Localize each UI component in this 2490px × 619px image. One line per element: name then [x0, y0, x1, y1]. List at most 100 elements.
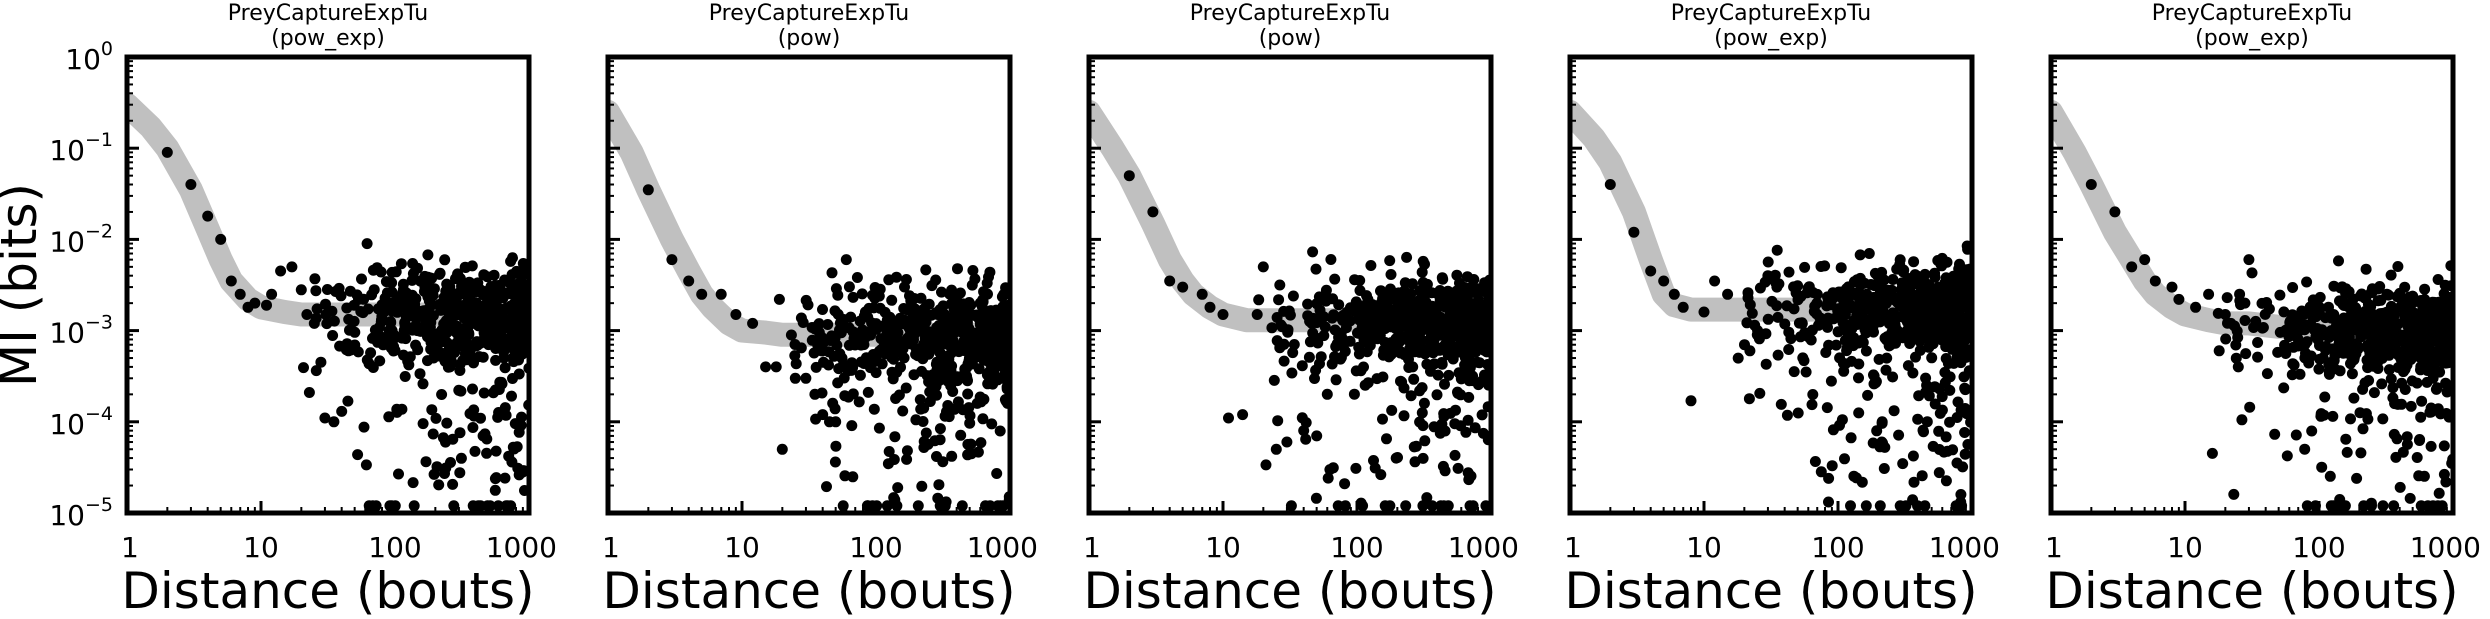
data-point [1338, 309, 1349, 321]
data-point [1815, 466, 1827, 478]
data-point [923, 298, 935, 310]
data-point [1311, 430, 1323, 442]
data-point [1955, 302, 1967, 314]
axes-frame [1086, 54, 1494, 516]
x-tick-label: 1 [1564, 531, 1582, 564]
data-point [1935, 311, 1947, 323]
y-tick-label: 10−2 [49, 220, 113, 258]
data-point [1951, 457, 1963, 469]
data-point [2278, 382, 2290, 394]
data-point [997, 500, 1009, 512]
data-point [1314, 304, 1326, 316]
data-point [447, 478, 459, 490]
data-point [2310, 311, 2322, 323]
data-point [886, 294, 898, 306]
data-point [965, 438, 977, 450]
data-point [1452, 285, 1464, 297]
data-point [980, 353, 992, 365]
data-point [500, 409, 512, 421]
data-point [336, 405, 348, 417]
data-point [481, 304, 493, 316]
data-point [408, 500, 420, 512]
data-point [1837, 357, 1849, 369]
data-point [2354, 407, 2366, 419]
data-point [1826, 460, 1838, 472]
y-tick-exponent: −5 [85, 494, 113, 516]
data-point [454, 467, 466, 479]
x-tick-label: 1 [1083, 531, 1101, 564]
x-tick-label: 1 [121, 531, 139, 564]
data-point [932, 492, 944, 504]
y-tick-label: 10−3 [49, 312, 113, 350]
data-point [315, 356, 327, 368]
data-point [407, 308, 419, 320]
data-point [1300, 433, 1312, 445]
panel-title: PreyCaptureExpTu [1190, 1, 1390, 26]
data-point [817, 304, 828, 315]
data-point [374, 355, 386, 367]
data-point [1426, 500, 1438, 512]
data-point [2333, 255, 2344, 267]
data-point [1841, 302, 1853, 314]
y-tick-label: 10−1 [49, 129, 113, 167]
data-point [424, 323, 436, 335]
data-point [1325, 254, 1337, 265]
data-point [2340, 287, 2352, 299]
data-point [1887, 371, 1899, 383]
data-point [490, 354, 502, 366]
data-point [1469, 422, 1481, 434]
data-point [2404, 492, 2416, 504]
data-point [1278, 355, 1290, 367]
data-point [914, 394, 926, 406]
x-axis-label: Distance (bouts) [1083, 562, 1496, 619]
data-point [2392, 345, 2404, 357]
data-point [2433, 487, 2445, 499]
data-point [980, 336, 992, 348]
y-tick-base: 10 [49, 499, 85, 532]
data-point [1788, 281, 1800, 293]
data-point [1315, 351, 1327, 363]
data-point [1286, 367, 1298, 379]
data-point [2387, 318, 2399, 330]
data-point [1385, 269, 1397, 280]
data-point [2373, 335, 2385, 347]
data-point [489, 384, 501, 396]
data-point [696, 288, 708, 300]
data-point [383, 334, 395, 346]
data-point [2287, 282, 2299, 293]
data-point [1837, 317, 1849, 329]
data-point [422, 249, 434, 261]
data-point [454, 427, 466, 439]
data-point [1257, 261, 1269, 273]
data-point [1164, 275, 1176, 287]
data-point [2418, 307, 2430, 319]
data-point [908, 309, 920, 321]
data-point [328, 315, 340, 327]
data-point [310, 285, 322, 297]
data-point [2339, 500, 2351, 512]
data-point [2422, 500, 2434, 512]
data-point [810, 361, 822, 373]
data-point [2323, 301, 2334, 313]
data-point [361, 238, 373, 250]
data-point [2387, 392, 2399, 404]
data-point [874, 302, 886, 314]
data-point [963, 402, 975, 414]
data-point [1908, 256, 1920, 268]
data-point [1443, 369, 1455, 381]
data-point [433, 479, 445, 491]
data-point [2377, 500, 2389, 512]
data-point [2360, 263, 2372, 275]
data-point [1177, 281, 1189, 293]
data-point [343, 313, 355, 325]
data-point [286, 261, 298, 273]
data-point [2402, 320, 2414, 332]
data-point [1436, 418, 1448, 430]
data-point [2368, 387, 2380, 399]
data-point [1237, 409, 1249, 421]
data-point [2441, 386, 2453, 398]
data-point [1850, 314, 1862, 326]
data-point [1823, 293, 1835, 305]
data-point [1398, 410, 1410, 422]
